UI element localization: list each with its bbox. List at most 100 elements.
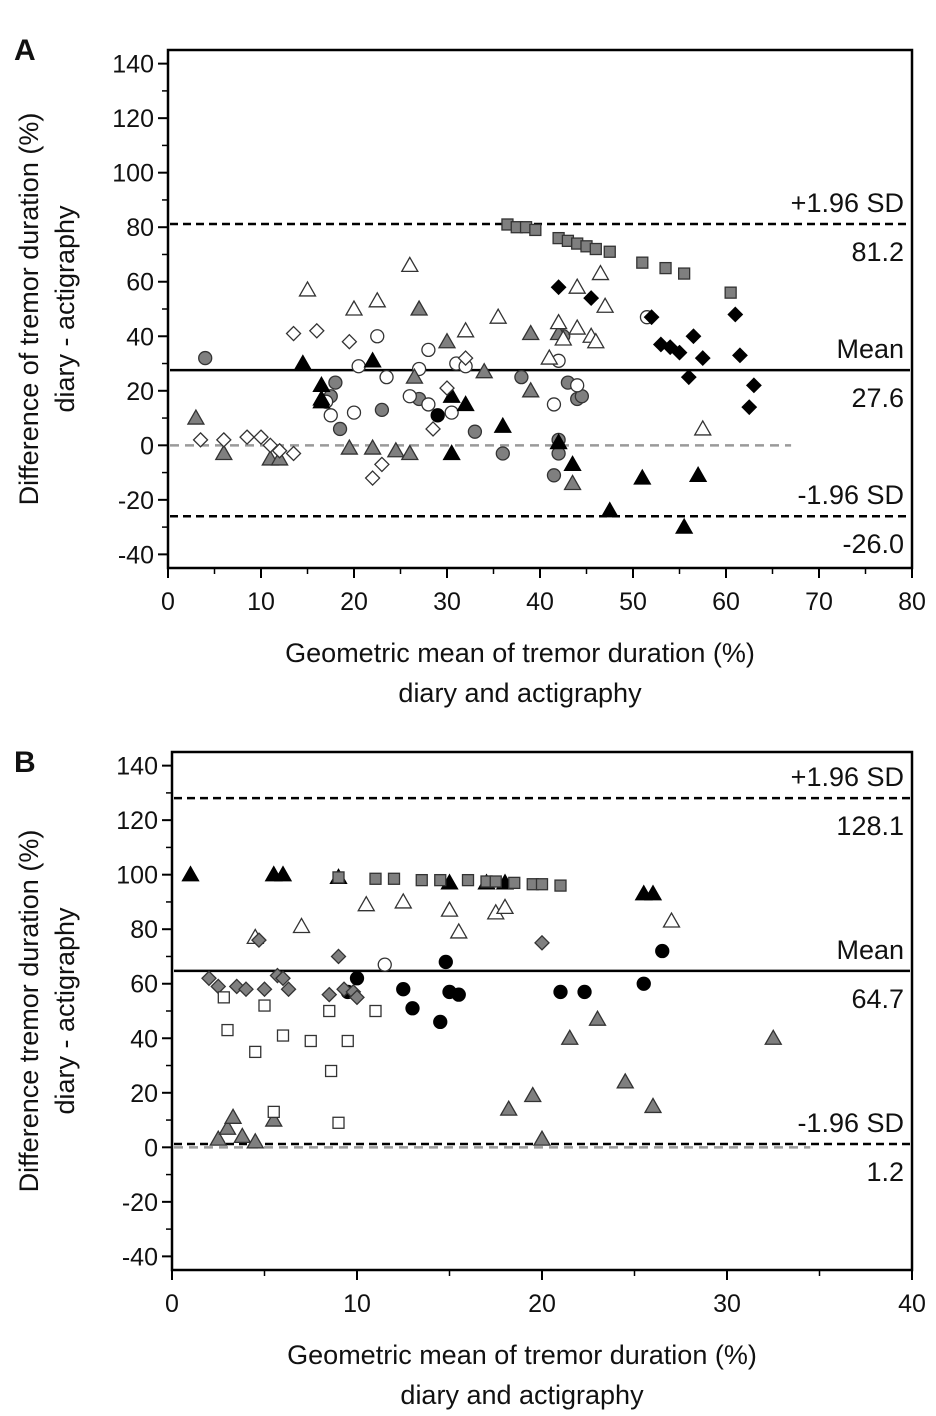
data-point [330,948,347,965]
y-tick-label: 0 [140,432,154,460]
data-point [421,397,436,412]
data-point [273,865,293,882]
data-point [246,1132,265,1149]
data-point [285,325,302,342]
data-point [387,872,401,885]
data-point [444,405,459,420]
data-point [495,446,510,461]
ref-value-mean: 27.6 [851,383,904,413]
y-tick-label: 140 [112,51,154,79]
data-point [324,1064,338,1078]
data-point [461,873,475,887]
data-point [346,405,362,420]
data-point [369,1004,382,1018]
data-point [532,1129,552,1146]
panel-a: A 0 10 20 30 40 50 60 70 80 -40 -20 0 20 40 60 80 100 120 1… [14,34,926,708]
data-point [616,1072,635,1089]
data-point [251,932,267,949]
data-point [680,369,697,386]
y-tick-label: 60 [130,971,158,999]
data-point [583,290,600,307]
data-point [304,1034,317,1048]
x-tick-label: 30 [713,1290,741,1318]
series-triangle-5 [293,351,708,534]
data-point [685,328,702,345]
y-tick-label: 80 [126,214,154,242]
data-point [636,256,649,269]
data-point [363,351,382,368]
data-point [400,444,419,461]
data-point [214,444,233,461]
data-point [323,408,338,423]
ref-value-upper: 128.1 [836,811,904,841]
data-point [351,359,366,374]
data-point [223,1108,243,1124]
data-point [693,419,712,436]
data-point [440,900,459,917]
ref-label-mean: Mean [836,935,904,965]
data-point [724,286,737,299]
data-point [508,876,521,890]
data-point [678,267,691,280]
data-point [534,934,550,951]
ref-label-lower: -1.96 SD [797,1108,904,1138]
data-point [577,984,592,1000]
series-circle-0 [198,329,589,483]
data-point [633,468,652,485]
data-point [377,957,392,972]
y-tick-label: 140 [116,753,158,781]
data-point [741,399,758,416]
series-diamond-6 [192,322,474,486]
ref-label-upper: +1.96 SD [791,188,904,218]
data-point [563,474,582,491]
data-point [249,1045,262,1059]
data-point [379,370,394,385]
ref-label-upper: +1.96 SD [791,762,904,792]
data-point [271,442,288,459]
data-point [258,999,271,1012]
data-point [591,264,610,281]
data-point [238,981,254,998]
y-axis-title: Difference tremor duration (%) [14,830,44,1193]
data-point [332,871,345,884]
data-point [341,1034,354,1048]
ref-value-lower: -26.0 [842,529,904,559]
y-tick-label: 0 [144,1134,158,1162]
y-tick-label: -20 [118,487,154,515]
data-point [560,1028,579,1045]
data-point [568,277,587,294]
series-circle-2 [430,408,445,423]
x-axis-title: Geometric mean of tremor duration (%) [285,638,755,668]
data-point [554,329,573,346]
data-point [521,381,540,398]
series-square-6 [217,991,382,1129]
y-axis-title: Difference of tremor duration (%) [14,113,44,506]
data-point [675,517,694,534]
data-point [600,501,619,518]
y-tick-label: 20 [126,378,154,406]
x-axis-title: Geometric mean of tremor duration (%) [287,1340,757,1370]
data-point [529,223,542,237]
data-point [442,444,461,461]
ref-value-lower: 1.2 [866,1157,904,1187]
data-point [370,329,385,344]
data-point [256,981,273,998]
series-square-7 [332,871,567,892]
data-point [456,321,475,338]
series-diamond-7 [550,279,762,416]
x-tick-label: 50 [619,588,647,616]
x-axis-subtitle: diary and actigraphy [398,678,642,708]
panel-b: B 0 10 20 30 40 -40 -20 0 20 40 60 80 100 120 140 Geomet… [14,746,926,1410]
data-point [603,245,616,258]
data-point [549,313,568,330]
data-point [218,1118,237,1135]
data-point [659,261,672,275]
data-point [215,431,232,448]
data-point [589,242,602,256]
data-point [368,291,387,308]
data-point [475,362,494,379]
data-point [344,299,364,316]
data-point [745,377,762,394]
data-point [521,324,540,341]
data-point [540,348,559,365]
